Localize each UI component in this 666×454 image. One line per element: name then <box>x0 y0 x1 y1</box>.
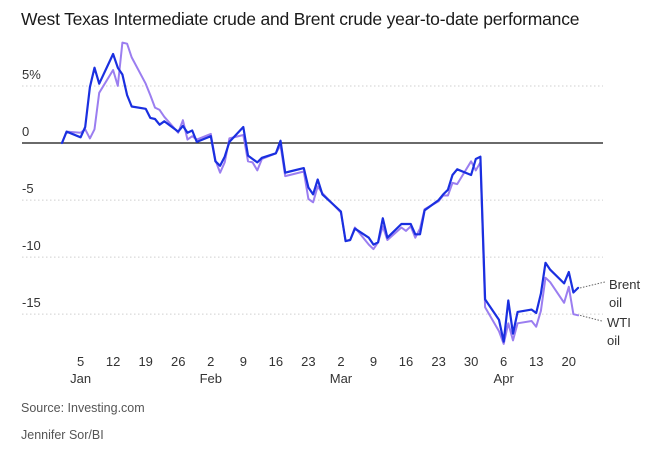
y-tick-label: -5 <box>22 181 34 196</box>
series-lines <box>62 43 578 344</box>
x-tick-label: 16 <box>269 354 283 369</box>
x-tick-label: 12 <box>106 354 120 369</box>
series-line-wti-oil <box>62 43 578 344</box>
y-axis-ticks: 5% 0 -5 -10 -15 <box>22 67 41 310</box>
x-axis-ticks: 5 Jan 12 19 26 2 Feb 9 16 23 2 Mar 9 16 23 30 6 Apr 13 20 <box>70 354 576 386</box>
label-connector <box>580 315 603 321</box>
x-tick-label: 9 <box>240 354 247 369</box>
y-tick-label: -10 <box>22 238 41 253</box>
x-tick-label: 30 <box>464 354 478 369</box>
x-month-label: Apr <box>494 371 515 386</box>
x-tick-label: 20 <box>562 354 576 369</box>
line-chart: 5% 0 -5 -10 -15 5 Jan 12 19 26 2 Feb 9 16 23 2 Mar 9 16 23… <box>0 0 666 400</box>
credit-note: Jennifer Sor/BI <box>21 428 104 442</box>
x-tick-label: 5 <box>77 354 84 369</box>
x-month-label: Mar <box>330 371 353 386</box>
x-tick-label: 23 <box>301 354 315 369</box>
x-month-label: Feb <box>200 371 222 386</box>
x-tick-label: 6 <box>500 354 507 369</box>
x-tick-label: 26 <box>171 354 185 369</box>
y-tick-label: 5% <box>22 67 41 82</box>
x-tick-label: 2 <box>207 354 214 369</box>
series-end-label: Brent <box>609 277 640 292</box>
x-tick-label: 2 <box>337 354 344 369</box>
series-line-brent-oil <box>62 54 578 342</box>
series-end-labels: Brent oil WTI oil <box>580 277 640 348</box>
x-tick-label: 9 <box>370 354 377 369</box>
series-end-label: oil <box>609 295 622 310</box>
x-tick-label: 13 <box>529 354 543 369</box>
series-end-label: oil <box>607 333 620 348</box>
gridlines <box>22 86 603 314</box>
source-note: Source: Investing.com <box>21 401 145 415</box>
y-tick-label: 0 <box>22 124 29 139</box>
x-tick-label: 23 <box>431 354 445 369</box>
x-tick-label: 16 <box>399 354 413 369</box>
series-end-label: WTI <box>607 315 631 330</box>
label-connector <box>580 282 605 288</box>
y-tick-label: -15 <box>22 295 41 310</box>
x-tick-label: 19 <box>138 354 152 369</box>
x-month-label: Jan <box>70 371 91 386</box>
